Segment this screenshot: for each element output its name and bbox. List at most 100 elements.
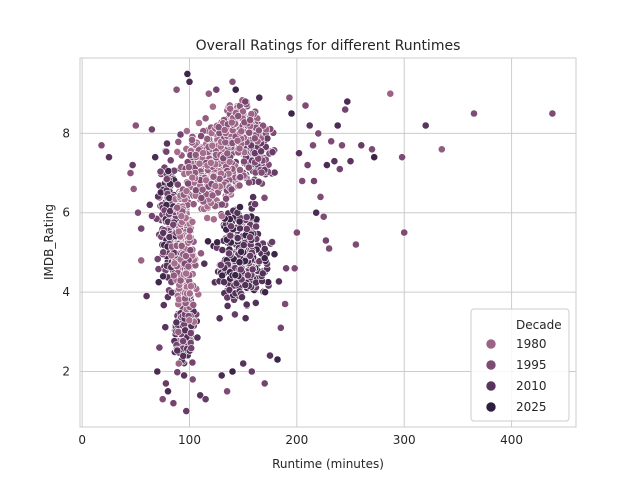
data-point <box>330 157 339 166</box>
legend-marker <box>485 401 497 413</box>
data-point <box>386 89 395 98</box>
data-point <box>161 379 170 388</box>
data-point <box>246 116 255 124</box>
data-point <box>285 93 294 102</box>
data-point <box>198 185 207 194</box>
data-point <box>368 145 376 154</box>
data-point <box>276 323 285 332</box>
data-point <box>182 269 190 278</box>
data-point <box>231 85 240 94</box>
data-point <box>292 228 301 237</box>
data-point <box>204 237 212 246</box>
data-point <box>147 211 156 220</box>
data-point <box>159 228 168 237</box>
data-point <box>223 149 232 158</box>
data-point <box>235 144 244 153</box>
data-point <box>260 193 269 202</box>
data-point <box>201 395 210 404</box>
data-point <box>242 300 251 309</box>
data-point <box>255 93 264 102</box>
data-point <box>184 179 192 188</box>
x-tick-label: 400 <box>500 433 523 447</box>
x-tick-label: 200 <box>285 433 308 447</box>
data-point <box>236 265 245 274</box>
data-point <box>174 359 183 368</box>
x-tick-label: 100 <box>178 433 201 447</box>
data-point <box>188 358 197 367</box>
data-point <box>153 255 162 263</box>
data-point <box>236 203 244 211</box>
data-point <box>97 141 106 150</box>
data-point <box>181 252 190 260</box>
data-point <box>217 371 226 380</box>
y-tick-label: 2 <box>62 364 70 378</box>
data-point <box>235 181 244 190</box>
data-point <box>274 277 283 286</box>
data-point <box>193 333 202 342</box>
data-point <box>252 222 260 231</box>
data-point <box>174 327 183 336</box>
data-point <box>310 177 318 185</box>
data-point <box>189 300 198 309</box>
data-point <box>268 148 277 157</box>
data-point <box>312 208 321 217</box>
legend-label: 1980 <box>516 337 547 351</box>
data-point <box>287 109 296 118</box>
data-point <box>343 97 352 106</box>
data-point <box>321 236 330 245</box>
data-point <box>209 215 218 224</box>
data-point <box>227 222 235 231</box>
data-point <box>176 130 185 139</box>
data-point <box>170 259 179 268</box>
data-point <box>165 194 174 202</box>
data-point <box>172 85 181 94</box>
data-point <box>346 157 355 166</box>
data-point <box>260 254 269 263</box>
data-point <box>220 278 228 286</box>
data-point <box>185 226 194 235</box>
data-point <box>270 250 279 259</box>
data-point <box>247 367 256 376</box>
data-point <box>254 126 263 135</box>
data-point <box>217 212 226 220</box>
data-point <box>254 154 263 163</box>
data-point <box>126 169 135 177</box>
data-point <box>163 139 171 148</box>
data-point <box>145 200 154 209</box>
data-point <box>204 89 213 98</box>
data-point <box>290 264 299 273</box>
data-point <box>151 153 160 162</box>
data-point <box>250 134 259 143</box>
data-point <box>263 134 272 143</box>
data-point <box>188 173 197 182</box>
data-point <box>245 128 254 137</box>
data-point <box>164 167 173 175</box>
data-point <box>230 310 239 319</box>
data-point <box>258 269 267 278</box>
data-point <box>341 105 350 114</box>
data-point <box>242 225 251 233</box>
data-point <box>228 77 237 86</box>
y-tick-label: 6 <box>62 206 70 220</box>
data-point <box>131 121 140 130</box>
data-point <box>226 104 235 113</box>
data-point <box>238 293 246 302</box>
data-point <box>243 271 252 280</box>
data-point <box>241 314 250 323</box>
data-point <box>208 141 217 150</box>
data-point <box>129 184 138 193</box>
data-point <box>186 246 195 255</box>
data-point <box>186 282 195 291</box>
data-point <box>282 264 290 273</box>
data-point <box>179 351 188 360</box>
data-point <box>303 161 312 169</box>
data-point <box>236 166 244 174</box>
data-point <box>227 185 236 194</box>
data-point <box>173 147 182 156</box>
data-point <box>172 318 181 327</box>
data-point <box>213 238 222 247</box>
data-point <box>201 114 210 123</box>
data-point <box>239 107 247 116</box>
data-point <box>357 141 366 150</box>
data-point <box>217 200 226 209</box>
